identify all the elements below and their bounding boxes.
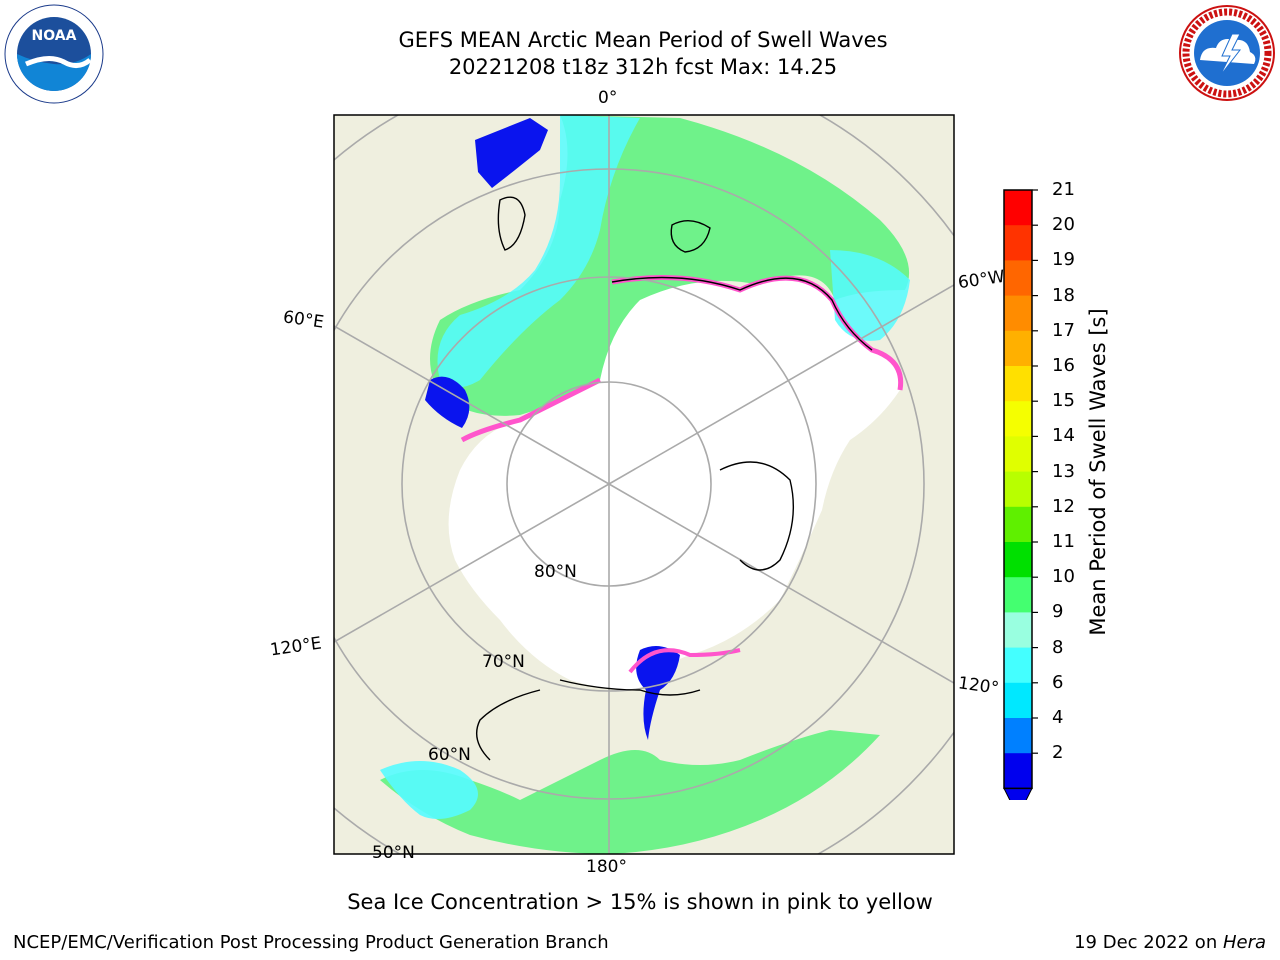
colorbar-tick-label: 2	[1052, 742, 1064, 764]
colorbar-tick-label: 14	[1052, 425, 1075, 447]
sea-ice-edge-west	[460, 377, 602, 443]
lon-label-0: 0°	[598, 88, 618, 108]
noaa-logo-text: NOAA	[32, 28, 77, 44]
colorbar-tick-label: 12	[1052, 495, 1075, 517]
swell-baltic	[475, 118, 548, 188]
colorbar-box	[1004, 647, 1032, 684]
colorbar-box	[1004, 542, 1032, 578]
nws-logo	[1179, 5, 1275, 101]
noaa-logo: NOAA	[4, 4, 104, 104]
map-subtitle: 20221208 t18z 312h fcst Max: 14.25	[448, 55, 838, 79]
colorbar-box	[1004, 295, 1032, 332]
colorbar-box	[1004, 436, 1032, 473]
colorbar-extend-arrow	[1003, 787, 1033, 800]
colorbar-ticks	[1032, 189, 1038, 754]
colorbar-box	[1004, 753, 1032, 789]
lat-label-80n: 80°N	[534, 562, 577, 582]
map-title: GEFS MEAN Arctic Mean Period of Swell Wa…	[398, 28, 888, 52]
colorbar-box	[1004, 577, 1032, 613]
colorbar-box	[1004, 190, 1032, 226]
swell-barents-blue	[425, 376, 470, 428]
colorbar-tick-label: 18	[1052, 284, 1075, 306]
swell-pacific-cyan	[380, 761, 478, 819]
map-frame	[333, 114, 955, 855]
lat-label-70n: 70°N	[482, 652, 525, 672]
meridian-60w	[608, 284, 954, 485]
meridian-120e	[334, 483, 610, 643]
colorbar-box	[1004, 612, 1032, 649]
footer-left: NCEP/EMC/Verification Post Processing Pr…	[13, 932, 609, 953]
swell-bering-strait	[636, 646, 680, 740]
colorbar-tick-label: 6	[1052, 671, 1064, 693]
lat-label-60n: 60°N	[428, 745, 471, 765]
lat-label-50n: 50°N	[372, 843, 415, 863]
colorbar-box	[1004, 330, 1032, 367]
colorbar-tick-labels: 21 20 19 18 17 16 15 14 13 12 11 10 9 8 6 4 2	[1030, 179, 1090, 800]
colorbar-box	[1004, 506, 1032, 543]
colorbar-tick-label: 9	[1052, 601, 1064, 623]
swell-atlantic-cyan	[437, 115, 640, 388]
iceland	[670, 220, 711, 253]
colorbar-box	[1004, 366, 1032, 402]
graticule	[334, 115, 954, 854]
colorbar-boxes	[1003, 189, 1033, 800]
colorbar-box	[1004, 225, 1032, 261]
colorbar-box	[1004, 718, 1032, 754]
uk	[497, 196, 526, 251]
colorbar-box	[1004, 682, 1032, 719]
colorbar-title: Mean Period of Swell Waves [s]	[1086, 308, 1110, 636]
footer-right: 19 Dec 2022 on Hera	[1074, 932, 1266, 953]
colorbar-tick-label: 19	[1052, 249, 1075, 271]
colorbar-tick-label: 21	[1052, 179, 1075, 200]
swell-pacific	[380, 730, 880, 854]
colorbar-tick-label: 4	[1052, 707, 1064, 728]
sea-ice-edge-bering	[628, 648, 741, 674]
lon-label-180: 180°	[586, 857, 627, 877]
colorbar-tick-label: 8	[1052, 636, 1064, 658]
colorbar-box	[1004, 471, 1032, 508]
sea-ice-note: Sea Ice Concentration > 15% is shown in …	[347, 890, 933, 914]
colorbar-tick-label: 13	[1052, 460, 1075, 482]
colorbar-tick-label: 15	[1052, 390, 1075, 412]
footer-host: Hera	[1222, 932, 1266, 953]
coastlines	[476, 196, 873, 761]
colorbar-frame	[1003, 189, 1033, 790]
swell-atlantic-cyan-east	[830, 250, 910, 341]
colorbar-tick-label: 17	[1052, 319, 1075, 341]
colorbar-tick-label: 10	[1052, 566, 1075, 588]
colorbar-box	[1004, 401, 1032, 437]
colorbar-tick-label: 11	[1052, 531, 1075, 552]
colorbar	[1003, 189, 1038, 800]
colorbar-tick-label: 16	[1052, 355, 1075, 376]
colorbar-box	[1004, 260, 1032, 297]
footer-date: 19 Dec 2022 on	[1074, 932, 1223, 953]
colorbar-tick-label: 20	[1052, 214, 1075, 236]
meridian-60e	[334, 325, 610, 485]
meridian-120w	[608, 483, 954, 684]
swell-atlantic	[430, 115, 910, 416]
